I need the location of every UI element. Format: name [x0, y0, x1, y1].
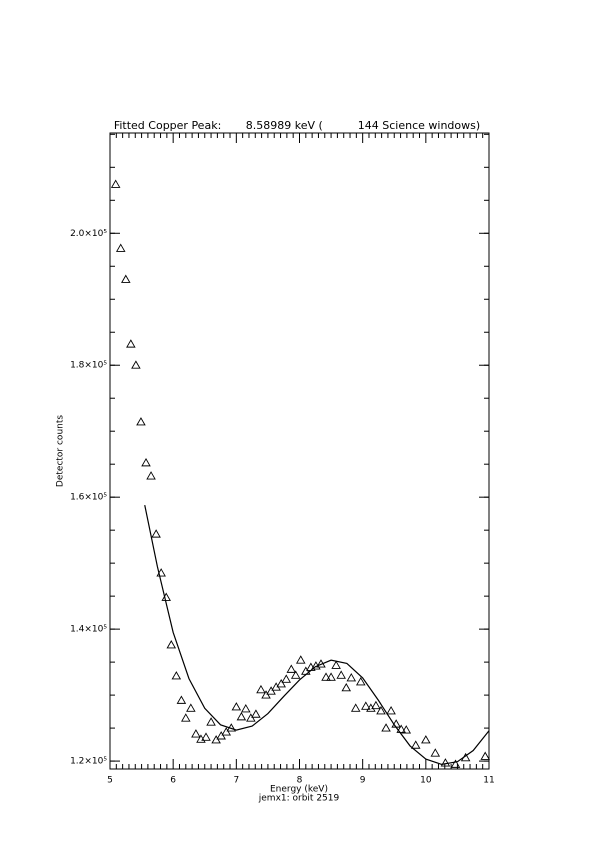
- x-tick-label: 5: [107, 776, 113, 786]
- y-tick-label: 1.4×10⁵: [70, 625, 107, 635]
- y-tick-label: 2.0×10⁵: [70, 229, 107, 239]
- data-point: [231, 702, 242, 711]
- data-point: [331, 660, 341, 669]
- data-point: [166, 640, 177, 649]
- data-point: [295, 655, 306, 664]
- data-point: [421, 735, 431, 744]
- data-point: [410, 740, 421, 749]
- data-point: [211, 735, 221, 744]
- data-point: [236, 711, 247, 721]
- x-tick-label: 7: [233, 776, 239, 786]
- data-point: [261, 690, 271, 699]
- data-point: [256, 684, 266, 694]
- data-point: [121, 274, 131, 283]
- data-point: [201, 732, 211, 741]
- data-point: [281, 674, 292, 683]
- data-point: [361, 701, 371, 710]
- data-point: [341, 682, 352, 692]
- data-point: [141, 457, 151, 467]
- data-point: [401, 725, 412, 734]
- data-point: [126, 339, 136, 348]
- data-point: [326, 672, 336, 681]
- x-tick-label: 9: [360, 776, 366, 786]
- x-axis-label: Energy (keV): [270, 785, 328, 795]
- data-point: [115, 243, 126, 252]
- data-point: [450, 759, 461, 768]
- data-point: [355, 677, 366, 686]
- x-tick-label: 10: [420, 776, 432, 786]
- data-point: [110, 179, 121, 188]
- data-point: [371, 700, 381, 710]
- data-point: [480, 751, 490, 760]
- data-point: [290, 670, 301, 679]
- data-point: [181, 713, 191, 722]
- data-point: [151, 529, 161, 538]
- data-point: [336, 670, 346, 679]
- x-tick-label: 6: [170, 776, 176, 786]
- data-point: [276, 678, 286, 688]
- data-point: [191, 729, 201, 738]
- y-tick-label: 1.8×10⁵: [70, 361, 107, 371]
- data-point: [131, 360, 141, 369]
- data-point: [136, 417, 146, 426]
- y-axis-label: Detector counts: [56, 415, 66, 487]
- data-point: [221, 727, 232, 736]
- data-point: [381, 723, 391, 732]
- data-point: [241, 704, 251, 713]
- chart-title: Fitted Copper Peak: 8.58989 keV ( 144 Sc…: [114, 119, 480, 132]
- y-tick-label: 1.6×10⁵: [70, 493, 107, 503]
- data-point: [206, 717, 216, 726]
- y-tick-label: 1.2×10⁵: [70, 757, 107, 767]
- data-point: [440, 758, 451, 767]
- data-point: [186, 703, 196, 712]
- data-point: [346, 673, 357, 682]
- data-point: [216, 731, 226, 740]
- data-point: [386, 706, 396, 715]
- data-point: [321, 672, 331, 681]
- data-point: [396, 724, 406, 733]
- data-point: [430, 748, 441, 757]
- data-point: [246, 713, 256, 722]
- data-point: [266, 686, 276, 695]
- data-point: [176, 695, 187, 704]
- data-point: [251, 709, 261, 718]
- data-point: [171, 671, 182, 680]
- fit-line: [144, 504, 490, 765]
- data-point: [376, 706, 386, 715]
- data-point: [350, 703, 361, 712]
- data-point: [286, 664, 297, 673]
- data-point: [146, 471, 156, 480]
- subtitle: jemx1: orbit 2519: [258, 794, 340, 804]
- x-tick-label: 8: [297, 776, 303, 786]
- x-tick-label: 11: [483, 776, 494, 786]
